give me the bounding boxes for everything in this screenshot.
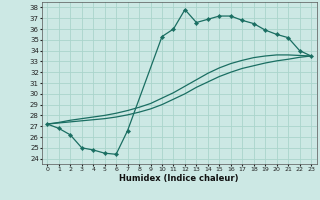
X-axis label: Humidex (Indice chaleur): Humidex (Indice chaleur): [119, 174, 239, 183]
